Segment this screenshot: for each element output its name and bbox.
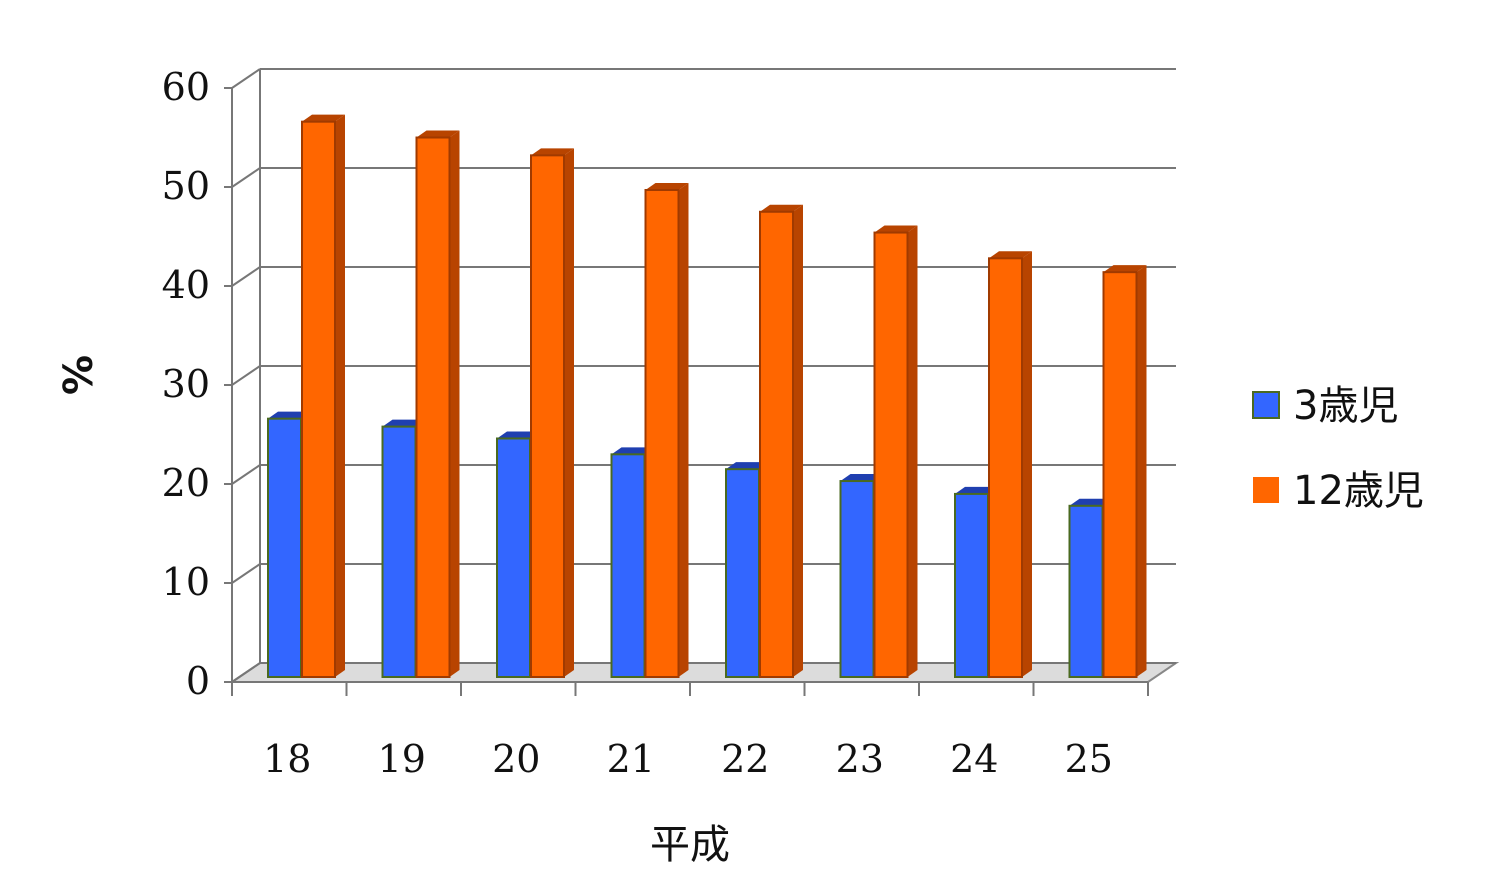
bar-face: [1068, 504, 1104, 678]
bar-side: [335, 114, 345, 678]
x-tick-label: 21: [607, 737, 655, 781]
gridline-diagonal: [231, 365, 261, 386]
bar-face: [644, 188, 680, 679]
bar-1-5: [873, 225, 918, 678]
bar-top: [531, 148, 574, 156]
bar-top: [726, 462, 769, 470]
bar-face: [759, 210, 794, 679]
y-tick-label: 40: [162, 263, 210, 307]
plot-walls: [228, 69, 1180, 683]
bar-face: [988, 257, 1023, 678]
bar-1-7: [1102, 265, 1147, 678]
gridlines: [224, 68, 1176, 683]
bar-top: [382, 419, 426, 427]
bar-face: [415, 136, 451, 678]
bar-face: [530, 154, 565, 678]
bar-top: [416, 130, 460, 138]
bar-1-6: [988, 251, 1032, 678]
bar-face: [954, 492, 989, 679]
bar-side: [564, 148, 574, 678]
bar-1-1: [415, 130, 460, 678]
bar-top: [1069, 498, 1113, 506]
x-tick-label: 18: [263, 737, 311, 781]
bars: [267, 114, 1147, 679]
y-tick-label: 50: [162, 164, 210, 208]
bar-face: [725, 468, 760, 679]
y-tick-label: 0: [186, 659, 210, 703]
bar-1-3: [644, 182, 689, 679]
bar-top: [611, 447, 655, 455]
gridline-diagonal: [231, 464, 261, 485]
bar-side: [678, 182, 689, 678]
bar-top: [840, 474, 884, 482]
bar-face: [839, 480, 875, 678]
bar-top: [874, 225, 918, 233]
bar-side: [907, 225, 918, 677]
y-axis-title: %: [56, 355, 102, 395]
gridline-diagonal: [231, 167, 261, 188]
bar-top: [760, 204, 803, 212]
gridline-diagonal: [231, 68, 261, 89]
bar-top: [268, 411, 311, 419]
bar-face: [381, 425, 417, 678]
y-tick-label: 20: [162, 461, 210, 505]
y-tick-label: 30: [162, 362, 210, 406]
x-tick-label: 25: [1065, 737, 1113, 781]
bar-face: [610, 453, 646, 678]
bar-top: [497, 431, 540, 439]
x-tick-label: 24: [950, 737, 998, 781]
legend-label-series-0: 3歳児: [1293, 383, 1398, 429]
bar-side: [449, 130, 460, 677]
bar-side: [793, 204, 803, 677]
bar-top: [955, 486, 998, 494]
legend-swatch-series-1: [1253, 477, 1279, 503]
gridline-diagonal: [231, 266, 261, 287]
bar-1-2: [530, 148, 574, 678]
bar-side: [1136, 265, 1147, 677]
bar-side: [1022, 251, 1032, 678]
bar-top: [302, 114, 345, 122]
bar-face: [301, 120, 336, 679]
bar-top: [645, 182, 689, 190]
y-tick-label: 10: [162, 560, 210, 604]
bar-1-0: [301, 114, 345, 679]
x-tick-label: 20: [492, 737, 540, 781]
bar-1-4: [759, 204, 803, 679]
x-tick-label: 22: [721, 737, 769, 781]
x-axis-ticks: 18 19 20 21 22 23 24 25: [231, 681, 1149, 781]
x-tick-label: 19: [378, 737, 426, 781]
y-tick-label: 60: [162, 65, 210, 109]
plot-floor: [228, 662, 1180, 683]
bar-face: [1102, 271, 1138, 678]
bar-top: [989, 251, 1032, 259]
y-axis-ticks: 0 10 20 30 40 50 60: [162, 65, 210, 703]
legend-swatch-series-0: [1252, 391, 1280, 419]
bar-top: [1103, 265, 1147, 273]
gridline-diagonal: [231, 662, 261, 683]
legend: 3歳児 12歳児: [1252, 383, 1424, 514]
x-axis-title: 平成: [650, 822, 730, 868]
x-tick-label: 23: [836, 737, 884, 781]
bar-face: [873, 231, 909, 678]
gridline-diagonal: [231, 563, 261, 584]
legend-label-series-1: 12歳児: [1293, 468, 1424, 514]
bar-face: [496, 437, 531, 679]
bar-face: [267, 417, 302, 678]
